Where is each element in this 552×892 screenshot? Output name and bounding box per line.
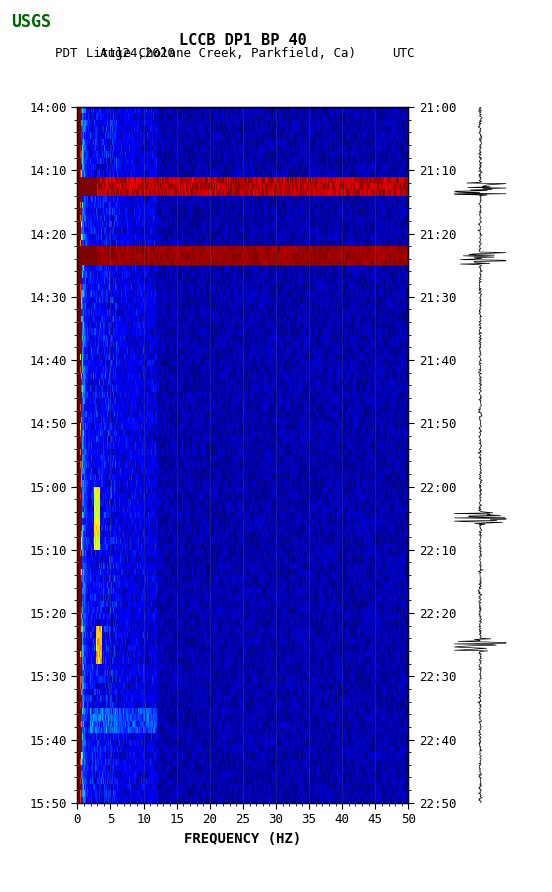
Text: UTC: UTC <box>392 47 414 60</box>
Text: USGS: USGS <box>11 13 51 31</box>
Text: LCCB DP1 BP 40: LCCB DP1 BP 40 <box>179 33 307 47</box>
X-axis label: FREQUENCY (HZ): FREQUENCY (HZ) <box>184 831 301 846</box>
Text: PDT   Aug24,2020: PDT Aug24,2020 <box>55 47 175 60</box>
Text: Little Cholane Creek, Parkfield, Ca): Little Cholane Creek, Parkfield, Ca) <box>86 47 356 60</box>
